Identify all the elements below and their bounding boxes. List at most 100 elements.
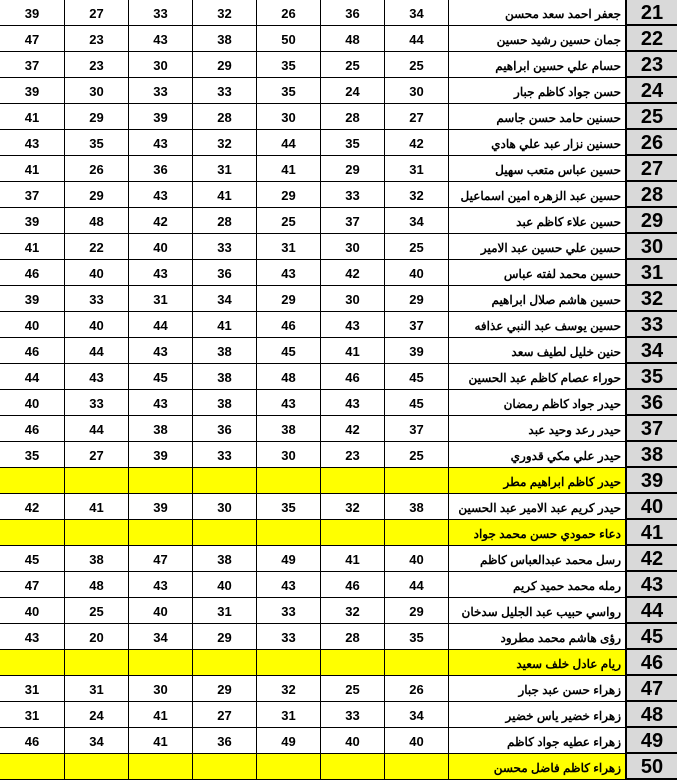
score-cell[interactable]: 43 xyxy=(257,572,321,598)
score-cell[interactable]: 46 xyxy=(0,260,65,286)
score-cell[interactable]: 30 xyxy=(129,52,193,78)
row-number-cell[interactable]: 38 xyxy=(626,442,677,468)
score-cell[interactable]: 44 xyxy=(257,130,321,156)
score-cell[interactable]: 28 xyxy=(193,208,257,234)
score-cell[interactable]: 40 xyxy=(385,546,449,572)
score-cell[interactable]: 48 xyxy=(257,364,321,390)
score-cell[interactable]: 29 xyxy=(385,598,449,624)
score-cell[interactable]: 45 xyxy=(257,338,321,364)
score-cell[interactable]: 39 xyxy=(129,104,193,130)
student-name-cell[interactable]: رؤى هاشم محمد مطرود xyxy=(449,624,626,650)
score-cell[interactable]: 33 xyxy=(129,78,193,104)
score-cell[interactable]: 39 xyxy=(129,494,193,520)
score-cell[interactable] xyxy=(193,468,257,494)
score-cell[interactable]: 41 xyxy=(257,156,321,182)
score-cell[interactable] xyxy=(129,754,193,780)
score-cell[interactable] xyxy=(193,520,257,546)
row-number-cell[interactable]: 24 xyxy=(626,78,677,104)
score-cell[interactable]: 25 xyxy=(257,208,321,234)
student-name-cell[interactable]: حسام علي حسين ابراهيم xyxy=(449,52,626,78)
score-cell[interactable] xyxy=(65,520,129,546)
score-cell[interactable]: 36 xyxy=(193,416,257,442)
student-name-cell[interactable]: جعفر احمد سعد محسن xyxy=(449,0,626,26)
student-name-cell[interactable]: حسين يوسف عبد النبي عذافه xyxy=(449,312,626,338)
row-number-cell[interactable]: 36 xyxy=(626,390,677,416)
score-cell[interactable] xyxy=(257,468,321,494)
score-cell[interactable]: 32 xyxy=(385,182,449,208)
score-cell[interactable]: 28 xyxy=(321,104,385,130)
score-cell[interactable]: 31 xyxy=(257,702,321,728)
score-cell[interactable]: 46 xyxy=(0,416,65,442)
score-cell[interactable]: 46 xyxy=(321,572,385,598)
score-cell[interactable]: 29 xyxy=(65,182,129,208)
score-cell[interactable]: 40 xyxy=(0,390,65,416)
score-cell[interactable]: 41 xyxy=(0,156,65,182)
score-cell[interactable]: 30 xyxy=(257,442,321,468)
score-cell[interactable]: 35 xyxy=(385,624,449,650)
row-number-cell[interactable]: 27 xyxy=(626,156,677,182)
row-number-cell[interactable]: 40 xyxy=(626,494,677,520)
score-cell[interactable]: 38 xyxy=(257,416,321,442)
score-cell[interactable] xyxy=(129,650,193,676)
score-cell[interactable]: 39 xyxy=(0,0,65,26)
score-cell[interactable]: 30 xyxy=(129,676,193,702)
score-cell[interactable]: 43 xyxy=(129,260,193,286)
score-cell[interactable]: 46 xyxy=(321,364,385,390)
score-cell[interactable]: 38 xyxy=(193,546,257,572)
score-cell[interactable]: 36 xyxy=(129,156,193,182)
score-cell[interactable] xyxy=(129,468,193,494)
score-cell[interactable]: 49 xyxy=(257,546,321,572)
student-name-cell[interactable]: حنين خليل لطيف سعد xyxy=(449,338,626,364)
student-name-cell[interactable]: حسين عبد الزهره امين اسماعيل xyxy=(449,182,626,208)
score-cell[interactable]: 45 xyxy=(0,546,65,572)
row-number-cell[interactable]: 49 xyxy=(626,728,677,754)
student-name-cell[interactable]: حسين علاء كاظم عبد xyxy=(449,208,626,234)
score-cell[interactable]: 40 xyxy=(65,312,129,338)
score-cell[interactable]: 42 xyxy=(0,494,65,520)
score-cell[interactable]: 31 xyxy=(385,156,449,182)
student-name-cell[interactable]: حسين عباس متعب سهيل xyxy=(449,156,626,182)
score-cell[interactable]: 38 xyxy=(65,546,129,572)
score-cell[interactable]: 38 xyxy=(193,364,257,390)
score-cell[interactable]: 43 xyxy=(65,364,129,390)
score-cell[interactable] xyxy=(0,520,65,546)
score-cell[interactable]: 35 xyxy=(257,78,321,104)
score-cell[interactable]: 43 xyxy=(129,130,193,156)
score-cell[interactable]: 31 xyxy=(193,598,257,624)
score-cell[interactable]: 25 xyxy=(385,52,449,78)
score-cell[interactable]: 40 xyxy=(385,728,449,754)
score-cell[interactable]: 34 xyxy=(65,728,129,754)
score-cell[interactable]: 31 xyxy=(193,156,257,182)
score-cell[interactable]: 34 xyxy=(385,0,449,26)
score-cell[interactable]: 47 xyxy=(0,26,65,52)
row-number-cell[interactable]: 45 xyxy=(626,624,677,650)
row-number-cell[interactable]: 30 xyxy=(626,234,677,260)
score-cell[interactable]: 33 xyxy=(193,78,257,104)
score-cell[interactable] xyxy=(385,754,449,780)
student-name-cell[interactable]: حسن جواد كاظم جبار xyxy=(449,78,626,104)
score-cell[interactable]: 29 xyxy=(385,286,449,312)
row-number-cell[interactable]: 26 xyxy=(626,130,677,156)
score-cell[interactable]: 35 xyxy=(65,130,129,156)
score-cell[interactable]: 23 xyxy=(321,442,385,468)
score-cell[interactable]: 40 xyxy=(321,728,385,754)
student-name-cell[interactable]: حسين علي حسين عبد الامير xyxy=(449,234,626,260)
score-cell[interactable]: 26 xyxy=(257,0,321,26)
score-cell[interactable]: 41 xyxy=(321,546,385,572)
score-cell[interactable]: 33 xyxy=(193,234,257,260)
score-cell[interactable]: 40 xyxy=(193,572,257,598)
score-cell[interactable]: 43 xyxy=(257,390,321,416)
student-name-cell[interactable]: زهراء عطيه جواد كاظم xyxy=(449,728,626,754)
row-number-cell[interactable]: 43 xyxy=(626,572,677,598)
score-cell[interactable]: 40 xyxy=(129,598,193,624)
score-cell[interactable] xyxy=(385,650,449,676)
score-cell[interactable]: 32 xyxy=(193,130,257,156)
score-cell[interactable]: 29 xyxy=(193,624,257,650)
score-cell[interactable]: 25 xyxy=(65,598,129,624)
row-number-cell[interactable]: 44 xyxy=(626,598,677,624)
score-cell[interactable]: 24 xyxy=(321,78,385,104)
score-cell[interactable]: 29 xyxy=(257,286,321,312)
student-name-cell[interactable]: حيدر علي مكي قدوري xyxy=(449,442,626,468)
score-cell[interactable]: 30 xyxy=(385,78,449,104)
score-cell[interactable]: 25 xyxy=(385,442,449,468)
